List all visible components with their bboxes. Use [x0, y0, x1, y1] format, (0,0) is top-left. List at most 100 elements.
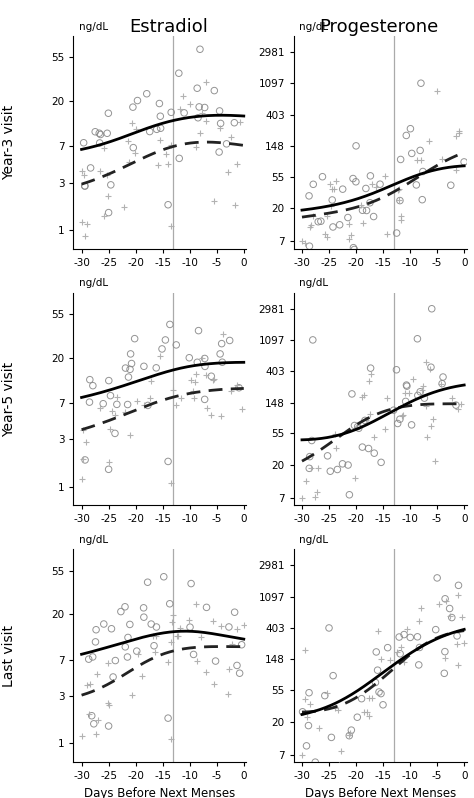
Point	[447, 179, 455, 192]
Point	[125, 156, 132, 168]
Point	[414, 389, 421, 401]
Point	[446, 610, 454, 622]
Point	[396, 183, 403, 196]
Point	[155, 97, 163, 110]
Point	[203, 601, 210, 614]
Point	[150, 639, 158, 652]
Point	[81, 180, 89, 192]
Point	[92, 623, 100, 636]
Point	[346, 232, 353, 245]
Point	[328, 731, 335, 744]
Point	[188, 373, 195, 386]
Point	[452, 399, 460, 412]
Point	[308, 219, 315, 231]
Point	[94, 713, 102, 726]
Point	[428, 302, 436, 315]
Point	[164, 455, 172, 468]
Point	[396, 647, 404, 660]
Point	[440, 667, 448, 680]
Point	[186, 621, 194, 634]
Point	[89, 379, 97, 392]
Point	[311, 490, 319, 503]
Point	[124, 135, 131, 148]
Point	[227, 131, 234, 144]
Point	[367, 367, 374, 380]
Point	[326, 178, 333, 191]
Point	[346, 217, 353, 230]
Point	[201, 352, 209, 365]
Point	[226, 334, 234, 347]
Point	[199, 351, 206, 364]
Point	[210, 614, 217, 627]
Point	[104, 657, 112, 670]
Point	[363, 204, 370, 217]
Point	[352, 176, 360, 188]
Point	[100, 397, 107, 410]
Point	[309, 334, 317, 346]
Point	[100, 210, 108, 223]
Point	[456, 127, 463, 140]
Point	[453, 630, 461, 642]
Point	[368, 178, 376, 191]
Point	[427, 361, 435, 373]
Point	[109, 670, 117, 683]
Point	[306, 239, 313, 252]
Point	[80, 168, 88, 181]
Point	[126, 429, 134, 442]
Point	[314, 486, 321, 499]
Point	[452, 164, 460, 176]
Point	[423, 431, 430, 444]
Point	[365, 442, 372, 455]
Point	[219, 327, 227, 340]
Point	[111, 427, 119, 440]
Point	[124, 398, 131, 411]
Point	[134, 94, 141, 107]
Point	[397, 214, 404, 227]
Point	[198, 106, 205, 119]
Point	[358, 440, 366, 453]
Point	[416, 385, 424, 398]
Point	[366, 169, 374, 182]
Point	[344, 211, 352, 224]
Point	[383, 392, 390, 405]
Point	[126, 618, 134, 630]
Point	[144, 576, 151, 589]
X-axis label: Days Before Next Menses: Days Before Next Menses	[305, 787, 456, 798]
Point	[126, 363, 134, 376]
Point	[87, 161, 94, 174]
Point	[460, 636, 467, 649]
Point	[210, 678, 218, 690]
Point	[164, 158, 172, 171]
Point	[151, 646, 159, 658]
Point	[140, 602, 147, 614]
Point	[114, 390, 121, 403]
Point	[83, 218, 91, 231]
Point	[233, 659, 241, 672]
Point	[125, 371, 132, 384]
Point	[156, 133, 164, 146]
Point	[167, 138, 175, 151]
Point	[397, 209, 405, 222]
Point	[105, 463, 112, 476]
Point	[417, 154, 425, 167]
Point	[329, 220, 337, 233]
Text: ng/dL: ng/dL	[79, 22, 108, 32]
Point	[197, 126, 204, 139]
Point	[167, 635, 175, 648]
Point	[362, 182, 370, 195]
Point	[169, 384, 176, 397]
Point	[331, 701, 339, 714]
Point	[153, 361, 160, 374]
Point	[407, 631, 414, 644]
Point	[376, 178, 384, 191]
Point	[438, 377, 445, 390]
Point	[93, 728, 100, 741]
Point	[377, 687, 385, 700]
Point	[339, 183, 346, 196]
Text: Estradiol: Estradiol	[129, 18, 208, 36]
Point	[106, 456, 113, 468]
Point	[311, 756, 319, 768]
Point	[164, 199, 172, 211]
Point	[337, 745, 345, 757]
Point	[217, 619, 225, 632]
